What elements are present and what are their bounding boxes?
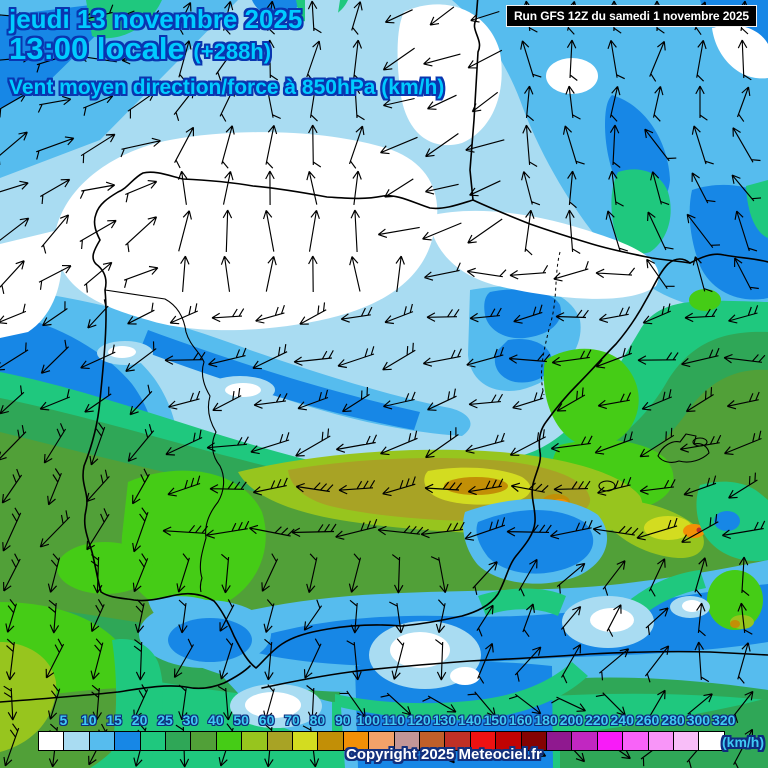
- map-color-region: [335, 662, 588, 721]
- map-color-region: [450, 667, 480, 685]
- border-pyrenees: [472, 199, 691, 264]
- map-color-region: [478, 588, 566, 616]
- map-color-region: [500, 246, 620, 290]
- forecast-header: jeudi 13 novembre 2025 13:00 locale (+28…: [9, 6, 444, 98]
- map-color-region: [340, 30, 378, 138]
- map-color-region: [444, 477, 508, 495]
- map-color-region: [390, 632, 450, 668]
- map-color-region: [476, 510, 594, 574]
- island-mallorca: [657, 433, 710, 463]
- forecast-date: jeudi 13 novembre 2025: [9, 4, 303, 34]
- coastline-morocco: [0, 665, 251, 703]
- map-color-region: [611, 169, 671, 254]
- map-color-region: [683, 524, 705, 538]
- forecast-offset: (+288h): [193, 39, 272, 64]
- map-color-region: [494, 338, 552, 383]
- map-color-region: [746, 180, 768, 238]
- map-color-region: [108, 346, 136, 358]
- forecast-local-time: 13:00 locale: [9, 31, 185, 66]
- map-color-region: [730, 620, 740, 628]
- map-color-region: [689, 289, 721, 311]
- map-color-region: [121, 470, 266, 613]
- map-color-region: [543, 348, 639, 447]
- map-color-region: [54, 132, 438, 331]
- coastline-france-mediterranean: [689, 253, 768, 264]
- forecast-time: 13:00 locale (+288h): [9, 33, 444, 64]
- map-color-region: [590, 608, 634, 632]
- map-color-region: [140, 330, 420, 430]
- map-color-region: [252, 0, 306, 20]
- scale-unit-label: (km/h): [722, 734, 764, 750]
- map-color-region: [397, 4, 502, 146]
- coastline-algeria: [261, 650, 768, 689]
- map-color-region: [712, 25, 768, 79]
- map-color-region: [707, 570, 763, 630]
- map-color-region: [484, 289, 561, 339]
- coastline-iberia: [82, 0, 691, 669]
- border-portugal-spain: [104, 289, 225, 593]
- map-variable-title: Vent moyen direction/force à 850hPa (km/…: [9, 76, 445, 99]
- model-run-info: Run GFS 12Z du samedi 1 novembre 2025: [505, 5, 757, 27]
- map-color-region: [86, 0, 162, 39]
- map-color-region: [714, 511, 740, 531]
- map-color-region: [57, 542, 153, 594]
- map-color-region: [305, 0, 340, 65]
- map-color-region: [689, 184, 768, 300]
- map-color-region: [0, 230, 62, 338]
- map-color-region: [245, 692, 301, 718]
- map-color-region: [0, 642, 57, 752]
- river-ebro: [541, 251, 561, 396]
- copyright-notice: Copyright 2025 Meteociel.fr: [346, 746, 542, 763]
